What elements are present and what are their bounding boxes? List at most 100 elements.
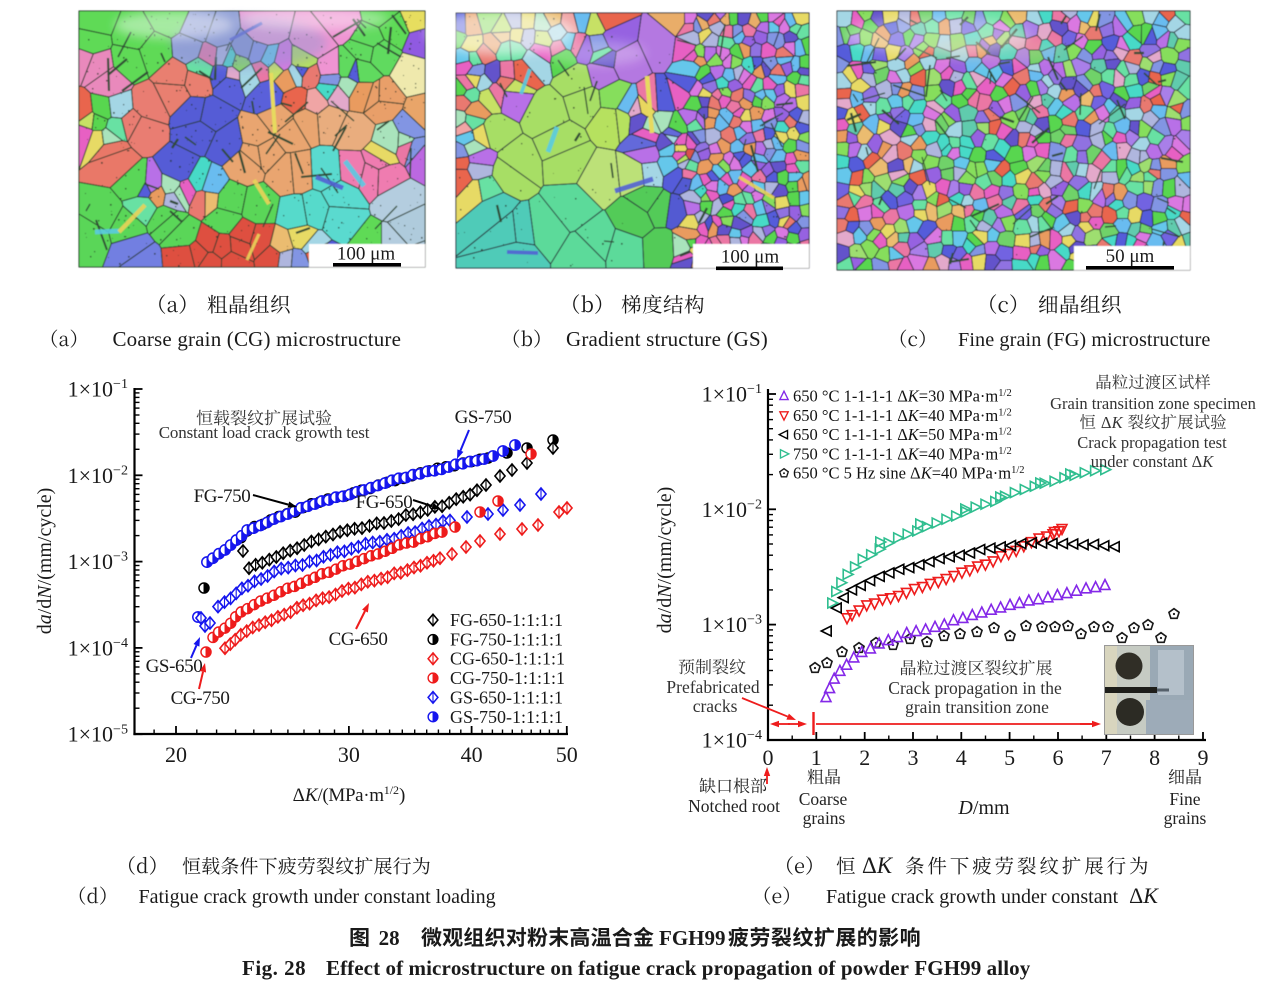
svg-text:FG-650-1:1:1:1: FG-650-1:1:1:1 <box>450 610 563 630</box>
svg-text:−5: −5 <box>113 721 128 737</box>
svg-text:3: 3 <box>908 745 919 770</box>
svg-text:N: N <box>34 584 56 600</box>
svg-text:Notched root: Notched root <box>688 796 780 816</box>
svg-text:d: d <box>34 624 56 634</box>
svg-text:50: 50 <box>556 742 578 767</box>
svg-text:−1: −1 <box>747 381 762 397</box>
svg-text:−1: −1 <box>113 376 128 392</box>
svg-text:−4: −4 <box>113 635 128 651</box>
svg-text:/d: /d <box>654 598 676 614</box>
svg-text:650 °C 1-1-1-1: 650 °C 1-1-1-1 <box>793 425 893 444</box>
svg-text:1×10: 1×10 <box>68 722 113 747</box>
svg-text:1/2: 1/2 <box>998 388 1011 399</box>
svg-text:Fatigue crack growth under con: Fatigue crack growth under constant load… <box>139 886 496 908</box>
svg-text:−2: −2 <box>747 496 762 512</box>
svg-text:under constant Δ: under constant Δ <box>1091 452 1202 471</box>
svg-text:Crack propagation in the: Crack propagation in the <box>888 678 1062 698</box>
svg-text:100 μm: 100 μm <box>337 244 395 265</box>
svg-text:650 °C 1-1-1-1: 650 °C 1-1-1-1 <box>793 406 893 425</box>
svg-text:2: 2 <box>859 745 870 770</box>
svg-text:GS-750-1:1:1:1: GS-750-1:1:1:1 <box>450 707 563 727</box>
svg-text:GS-650-1:1:1:1: GS-650-1:1:1:1 <box>450 687 563 707</box>
svg-text:Coarse grain (CG) microstructu: Coarse grain (CG) microstructure <box>113 327 402 351</box>
svg-text:): ) <box>399 785 405 806</box>
svg-text:=30 MPa·m: =30 MPa·m <box>919 387 999 406</box>
svg-text:1×10: 1×10 <box>702 612 747 637</box>
svg-text:9: 9 <box>1198 745 1209 770</box>
svg-text:Δ: Δ <box>897 406 908 425</box>
svg-text:K: K <box>1201 452 1214 471</box>
svg-text:40: 40 <box>461 742 483 767</box>
svg-text:Prefabricated: Prefabricated <box>666 677 760 697</box>
svg-text:GS-750: GS-750 <box>455 407 512 428</box>
svg-text:Effect of microstructure on fa: Effect of microstructure on fatigue crac… <box>326 956 1031 980</box>
svg-text:1×10: 1×10 <box>68 635 113 660</box>
svg-text:100 μm: 100 μm <box>721 247 779 268</box>
svg-text:Fig. 28: Fig. 28 <box>242 956 306 980</box>
svg-text:Fatigue crack growth under con: Fatigue crack growth under constant <box>826 886 1119 908</box>
svg-text:/(MPa·m: /(MPa·m <box>318 785 385 806</box>
svg-text:6: 6 <box>1053 745 1064 770</box>
svg-text:Δ: Δ <box>1129 883 1143 908</box>
svg-text:−3: −3 <box>747 612 762 628</box>
svg-text:750 °C 1-1-1-1: 750 °C 1-1-1-1 <box>793 444 893 463</box>
svg-text:−2: −2 <box>113 462 128 478</box>
svg-text:K: K <box>876 853 894 878</box>
svg-text:/mm: /mm <box>973 797 1010 819</box>
svg-text:K: K <box>907 425 920 444</box>
svg-text:grains: grains <box>1164 808 1207 828</box>
svg-text:Δ: Δ <box>910 464 921 483</box>
svg-text:4: 4 <box>956 745 967 770</box>
svg-text:CG-650-1:1:1:1: CG-650-1:1:1:1 <box>450 649 565 669</box>
svg-text:Fine: Fine <box>1169 789 1200 809</box>
svg-text:CG-650: CG-650 <box>329 629 388 650</box>
svg-text:GS-650: GS-650 <box>146 656 203 677</box>
svg-text:1/2: 1/2 <box>384 783 399 797</box>
svg-text:K: K <box>1111 413 1124 432</box>
svg-text:FG-750: FG-750 <box>194 486 251 507</box>
svg-text:1×10: 1×10 <box>68 549 113 574</box>
svg-text:K: K <box>907 444 920 463</box>
svg-text:Constant load crack growth tes: Constant load crack growth test <box>159 423 370 442</box>
svg-text:1/2: 1/2 <box>998 427 1011 438</box>
svg-text:Fine grain (FG) microstructure: Fine grain (FG) microstructure <box>958 329 1210 351</box>
svg-text:1/2: 1/2 <box>998 446 1011 457</box>
svg-text:Δ: Δ <box>862 853 877 878</box>
svg-text:1×10: 1×10 <box>68 377 113 402</box>
svg-text:Δ: Δ <box>293 785 305 806</box>
svg-text:1: 1 <box>811 745 822 770</box>
svg-text:Δ: Δ <box>897 444 908 463</box>
svg-text:=40 MPa·m: =40 MPa·m <box>919 406 999 425</box>
svg-text:=40 MPa·m: =40 MPa·m <box>919 444 999 463</box>
svg-text:−4: −4 <box>747 727 762 743</box>
svg-text:D: D <box>957 797 973 819</box>
svg-text:1×10: 1×10 <box>68 463 113 488</box>
svg-text:8: 8 <box>1149 745 1160 770</box>
svg-text:1×10: 1×10 <box>702 727 747 752</box>
svg-text:/(mm/cycle): /(mm/cycle) <box>654 487 676 585</box>
svg-text:grain transition zone: grain transition zone <box>905 697 1049 717</box>
svg-text:30: 30 <box>338 742 360 767</box>
svg-text:5: 5 <box>1004 745 1015 770</box>
svg-text:grains: grains <box>803 808 846 828</box>
svg-text:Coarse: Coarse <box>799 789 848 809</box>
svg-text:K: K <box>1142 883 1159 908</box>
svg-text:1×10: 1×10 <box>702 497 747 522</box>
svg-text:K: K <box>920 464 933 483</box>
svg-text:Crack propagation test: Crack propagation test <box>1077 433 1227 452</box>
svg-text:a: a <box>34 614 56 624</box>
svg-text:1/2: 1/2 <box>1011 465 1024 476</box>
svg-text:Δ: Δ <box>897 387 908 406</box>
svg-text:K: K <box>907 387 920 406</box>
svg-text:Δ: Δ <box>897 425 908 444</box>
svg-text:N: N <box>654 583 676 599</box>
svg-text:FGH99: FGH99 <box>659 926 726 950</box>
svg-text:50 μm: 50 μm <box>1106 246 1155 267</box>
svg-text:=40 MPa·m: =40 MPa·m <box>932 464 1012 483</box>
svg-text:/d: /d <box>34 599 56 615</box>
svg-text:a: a <box>654 613 676 623</box>
svg-text:K: K <box>907 406 920 425</box>
svg-text:Grain transition zone specimen: Grain transition zone specimen <box>1050 394 1256 413</box>
svg-text:1×10: 1×10 <box>702 382 747 407</box>
svg-text:28: 28 <box>379 926 400 950</box>
